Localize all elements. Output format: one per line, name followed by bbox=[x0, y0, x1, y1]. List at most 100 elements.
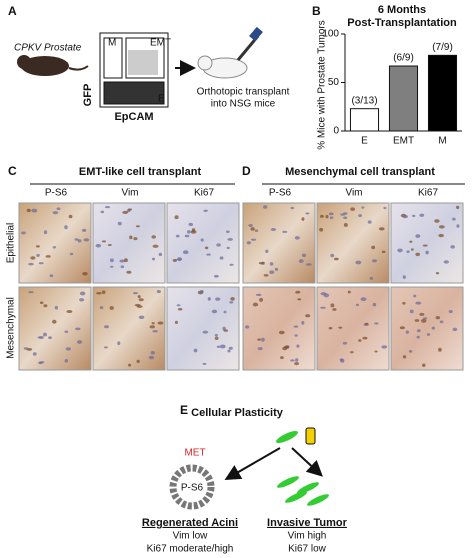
nucleus bbox=[295, 358, 299, 362]
nucleus bbox=[434, 219, 440, 223]
nucleus bbox=[262, 205, 268, 209]
nucleus bbox=[184, 234, 190, 238]
nucleus bbox=[290, 206, 295, 210]
nucleus bbox=[81, 228, 87, 232]
nucleus bbox=[214, 333, 218, 337]
nucleus bbox=[38, 361, 43, 365]
gate-label: EMT bbox=[150, 38, 171, 49]
nucleus bbox=[332, 308, 337, 311]
nucleus bbox=[263, 274, 269, 277]
nucleus bbox=[342, 341, 348, 345]
nucleus bbox=[415, 252, 421, 257]
nucleus bbox=[350, 351, 354, 354]
nucleus bbox=[409, 240, 413, 243]
nucleus bbox=[77, 239, 82, 243]
nucleus bbox=[21, 231, 26, 235]
nucleus bbox=[105, 205, 110, 209]
nucleus bbox=[104, 325, 110, 329]
micrograph bbox=[18, 202, 92, 284]
nucleus bbox=[52, 319, 57, 324]
nucleus bbox=[439, 320, 444, 324]
nucleus bbox=[216, 345, 221, 348]
nucleus bbox=[204, 246, 209, 250]
nucleus bbox=[202, 330, 209, 334]
nucleus bbox=[52, 246, 57, 249]
nucleus bbox=[64, 330, 69, 334]
nucleus bbox=[103, 346, 108, 349]
nucleus bbox=[402, 355, 407, 359]
nucleus bbox=[274, 267, 279, 271]
nucleus bbox=[364, 322, 369, 325]
micrograph bbox=[92, 286, 166, 371]
nucleus bbox=[320, 306, 326, 309]
bar-label: (6/9) bbox=[393, 53, 414, 64]
nucleus bbox=[68, 214, 73, 219]
nucleus bbox=[74, 238, 79, 241]
nucleus bbox=[229, 301, 234, 304]
plasticity-diagram bbox=[169, 427, 329, 510]
nucleus bbox=[151, 322, 155, 325]
nucleus bbox=[415, 234, 421, 238]
nucleus bbox=[35, 245, 40, 248]
nucleus bbox=[149, 325, 156, 329]
nucleus bbox=[56, 207, 61, 211]
nucleus bbox=[355, 260, 362, 265]
nucleus bbox=[252, 302, 259, 307]
nucleus bbox=[294, 334, 298, 337]
nucleus bbox=[150, 350, 155, 355]
nucleus bbox=[294, 362, 300, 366]
transplant-text: into NSG mice bbox=[211, 99, 276, 110]
nucleus bbox=[148, 355, 155, 360]
outcome-line: Ki67 moderate/high bbox=[147, 544, 234, 555]
nucleus bbox=[328, 327, 333, 330]
nucleus bbox=[283, 345, 289, 349]
nucleus bbox=[188, 222, 194, 227]
nucleus bbox=[278, 330, 285, 335]
nucleus bbox=[250, 227, 255, 231]
nucleus bbox=[443, 260, 449, 264]
micrograph bbox=[316, 286, 390, 371]
row-label: Epithelial bbox=[6, 223, 17, 264]
nucleus bbox=[49, 274, 54, 278]
micrograph bbox=[242, 286, 316, 371]
nucleus bbox=[293, 325, 299, 328]
nucleus bbox=[329, 216, 334, 219]
nucleus bbox=[340, 358, 345, 363]
nucleus bbox=[177, 307, 183, 311]
nucleus bbox=[109, 306, 114, 310]
nucleus bbox=[361, 206, 365, 209]
nucleus bbox=[323, 293, 330, 298]
nucleus bbox=[371, 259, 377, 263]
bar bbox=[388, 65, 419, 132]
nucleus bbox=[248, 223, 253, 228]
nucleus bbox=[448, 310, 453, 314]
gate-label: M bbox=[108, 38, 116, 49]
nucleus bbox=[383, 206, 387, 210]
nucleus bbox=[297, 298, 302, 301]
nucleus bbox=[223, 329, 229, 332]
nucleus bbox=[360, 297, 367, 302]
nucleus bbox=[69, 252, 74, 256]
nucleus bbox=[54, 305, 59, 310]
nucleus bbox=[120, 265, 125, 269]
panel-letter: D bbox=[242, 164, 251, 178]
nucleus bbox=[117, 341, 121, 346]
nucleus bbox=[136, 305, 143, 308]
nucleus bbox=[355, 303, 360, 307]
nucleus bbox=[133, 291, 138, 295]
nucleus bbox=[227, 349, 231, 353]
nucleus bbox=[126, 270, 132, 274]
nucleus bbox=[296, 344, 300, 348]
micrograph-grid bbox=[18, 202, 464, 371]
nucleus bbox=[43, 304, 48, 308]
nucleus bbox=[225, 230, 230, 234]
panel-letter: C bbox=[8, 164, 17, 178]
nucleus bbox=[362, 336, 368, 340]
nucleus bbox=[83, 238, 90, 242]
nucleus bbox=[409, 309, 414, 314]
bar-chart: B 6 Months Post-Transplantation % Mice w… bbox=[312, 4, 462, 150]
nucleus bbox=[37, 336, 42, 339]
nucleus bbox=[319, 227, 324, 232]
bar-label: (7/9) bbox=[432, 42, 453, 53]
nucleus bbox=[219, 256, 224, 260]
